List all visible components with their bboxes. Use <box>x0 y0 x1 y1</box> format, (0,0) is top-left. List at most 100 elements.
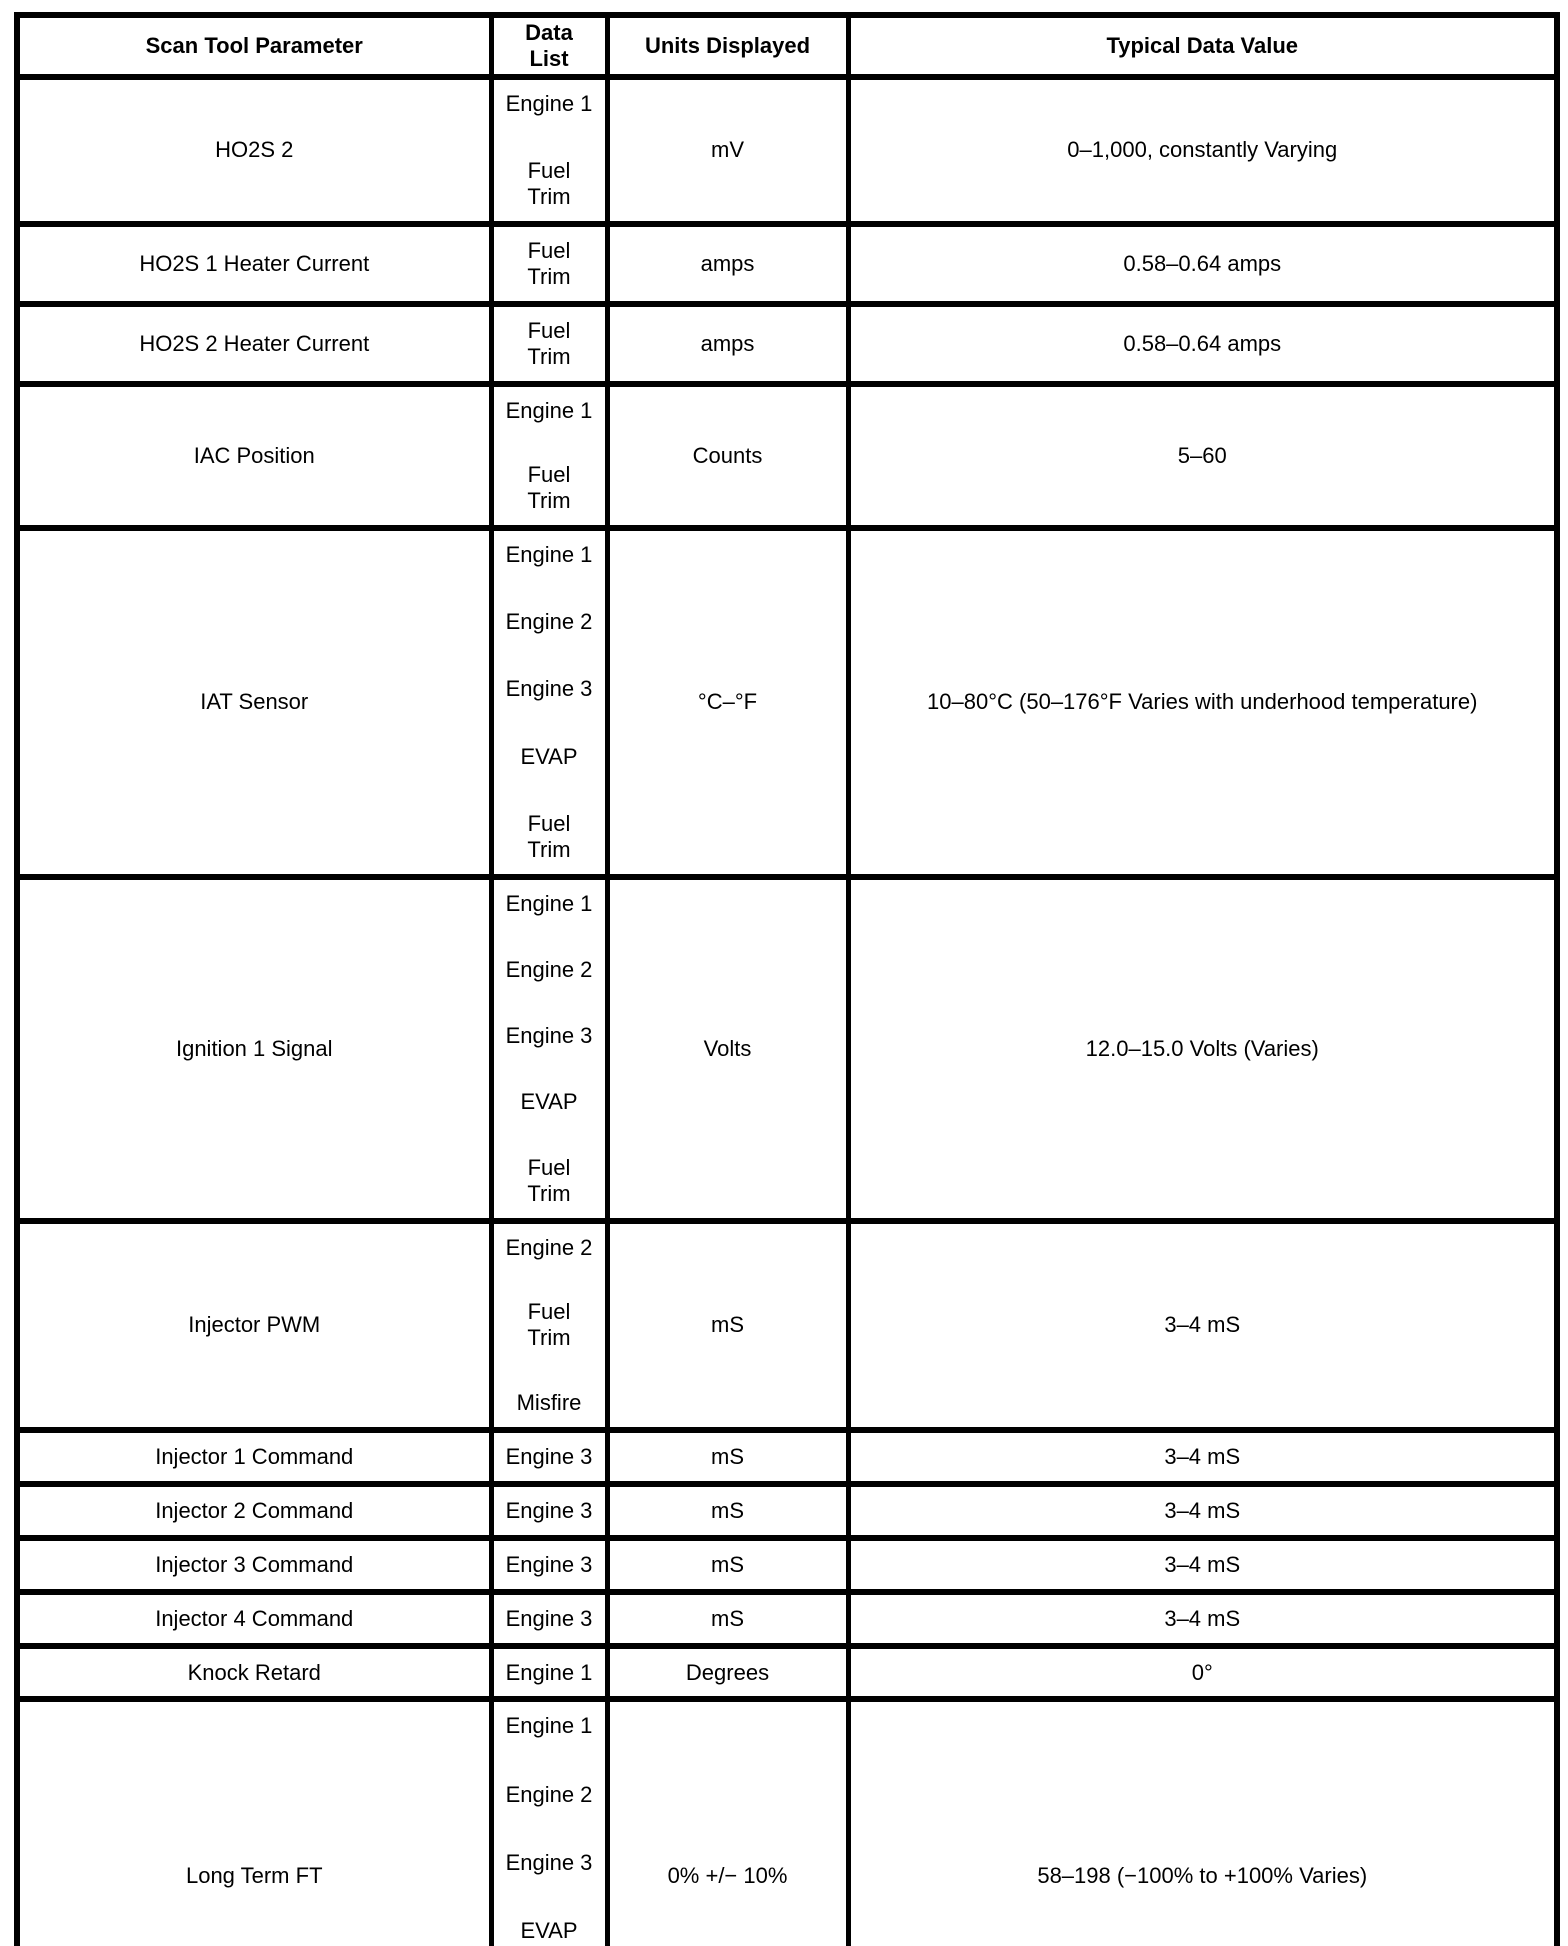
data-list-item: Fuel Trim <box>527 1154 571 1206</box>
data-list-item: Fuel Trim <box>527 1299 571 1351</box>
data-list-item: Engine 2 <box>505 956 593 982</box>
typical-value-cell: 0.58–0.64 amps <box>845 300 1560 387</box>
data-list-item: EVAP <box>520 743 578 769</box>
table-body: HO2S 2 Engine 1 Fuel Trim mV 0–1,000, consta… <box>14 73 1560 1946</box>
data-list-item: Engine 1 <box>505 90 593 116</box>
col-header-data-list: Data List <box>488 12 610 80</box>
data-list-item: Engine 1 <box>505 890 593 916</box>
data-list-item: Engine 3 <box>505 1022 593 1048</box>
col-header-units: Units Displayed <box>604 12 851 80</box>
table-row: Knock Retard Engine 1 Degrees 0° <box>14 1642 1560 1703</box>
units-cell: °C–°F <box>604 524 851 880</box>
data-list-cell: Engine 1 Fuel Trim <box>488 73 610 227</box>
units-cell: Volts <box>604 873 851 1224</box>
data-list-item: EVAP <box>520 1088 578 1114</box>
table-row: Injector 2 Command Engine 3 mS 3–4 mS <box>14 1480 1560 1541</box>
parameter-cell: IAT Sensor <box>14 524 494 880</box>
data-list-cell: Engine 3 <box>488 1480 610 1541</box>
data-list-cell: Fuel Trim <box>488 300 610 387</box>
data-list-item: Fuel Trim <box>527 461 571 513</box>
typical-value-cell: 0° <box>845 1642 1560 1703</box>
typical-value-cell: 5–60 <box>845 380 1560 531</box>
scan-tool-parameter-table: Scan Tool Parameter Data List Units Disp… <box>14 12 1560 1946</box>
units-cell: mV <box>604 73 851 227</box>
data-list-stack: Engine 3 <box>500 1436 599 1478</box>
parameter-cell: Injector PWM <box>14 1217 494 1433</box>
data-list-item: Engine 3 <box>505 1849 593 1875</box>
data-list-item: Fuel Trim <box>527 237 571 289</box>
table-row: HO2S 2 Heater Current Fuel Trim amps 0.58–0… <box>14 300 1560 387</box>
table-row: HO2S 1 Heater Current Fuel Trim amps 0.58–0… <box>14 220 1560 307</box>
data-list-stack: Fuel Trim <box>500 310 599 378</box>
table-row: Injector 3 Command Engine 3 mS 3–4 mS <box>14 1534 1560 1595</box>
data-list-item: Fuel Trim <box>527 158 571 209</box>
data-list-stack: Engine 2 Fuel Trim Misfire <box>500 1227 599 1424</box>
typical-value-cell: 0.58–0.64 amps <box>845 220 1560 307</box>
data-list-stack: Engine 1 <box>500 1652 599 1694</box>
typical-value-cell: 58–198 (−100% to +100% Varies) <box>845 1696 1560 1946</box>
data-list-cell: Engine 3 <box>488 1534 610 1595</box>
units-cell: mS <box>604 1480 851 1541</box>
parameter-cell: IAC Position <box>14 380 494 531</box>
data-list-item: Fuel Trim <box>527 317 571 369</box>
parameter-cell: HO2S 2 Heater Current <box>14 300 494 387</box>
units-cell: mS <box>604 1588 851 1649</box>
data-list-cell: Engine 1 <box>488 1642 610 1703</box>
data-list-stack: Fuel Trim <box>500 230 599 298</box>
data-list-cell: Fuel Trim <box>488 220 610 307</box>
units-cell: Degrees <box>604 1642 851 1703</box>
data-list-cell: Engine 3 <box>488 1426 610 1487</box>
parameter-cell: HO2S 1 Heater Current <box>14 220 494 307</box>
units-cell: Counts <box>604 380 851 531</box>
units-cell: mS <box>604 1534 851 1595</box>
data-list-item: EVAP <box>520 1917 578 1943</box>
table-row: IAT Sensor Engine 1 Engine 2 Engine 3 EVAP Fu… <box>14 524 1560 880</box>
typical-value-cell: 3–4 mS <box>845 1217 1560 1433</box>
data-list-stack: Engine 3 <box>500 1598 599 1640</box>
data-list-item: Engine 1 <box>505 1659 593 1685</box>
data-list-item: Engine 1 <box>505 1713 593 1739</box>
data-list-item: Engine 3 <box>505 1443 593 1469</box>
table-header-row: Scan Tool Parameter Data List Units Disp… <box>14 12 1560 80</box>
col-header-value: Typical Data Value <box>845 12 1560 80</box>
data-list-item: Fuel Trim <box>527 810 571 862</box>
table-row: Ignition 1 Signal Engine 1 Engine 2 Engine … <box>14 873 1560 1224</box>
data-list-stack: Engine 1 Engine 2 Engine 3 EVAP Fuel Trim <box>500 883 599 1215</box>
data-list-item: Engine 3 <box>505 1605 593 1631</box>
parameter-cell: Long Term FT <box>14 1696 494 1946</box>
parameter-cell: HO2S 2 <box>14 73 494 227</box>
typical-value-cell: 10–80°C (50–176°F Varies with underhood … <box>845 524 1560 880</box>
data-list-item: Engine 3 <box>505 676 593 702</box>
data-list-item: Engine 1 <box>505 397 593 423</box>
typical-value-cell: 0–1,000, constantly Varying <box>845 73 1560 227</box>
data-list-item: Engine 3 <box>505 1497 593 1523</box>
data-list-item: Misfire <box>516 1389 582 1415</box>
data-list-cell: Engine 3 <box>488 1588 610 1649</box>
units-cell: 0% +/− 10% <box>604 1696 851 1946</box>
parameter-cell: Injector 4 Command <box>14 1588 494 1649</box>
table-row: Injector 4 Command Engine 3 mS 3–4 mS <box>14 1588 1560 1649</box>
typical-value-cell: 3–4 mS <box>845 1480 1560 1541</box>
data-list-item: Engine 3 <box>505 1551 593 1577</box>
data-list-cell: Engine 1 Engine 2 Engine 3 EVAP Fuel Trim <box>488 873 610 1224</box>
units-cell: amps <box>604 220 851 307</box>
units-cell: mS <box>604 1217 851 1433</box>
typical-value-cell: 3–4 mS <box>845 1588 1560 1649</box>
data-list-item: Engine 2 <box>505 1234 593 1260</box>
data-list-stack: Engine 1 Fuel Trim <box>500 83 599 218</box>
typical-value-cell: 12.0–15.0 Volts (Varies) <box>845 873 1560 1224</box>
units-cell: amps <box>604 300 851 387</box>
parameter-cell: Injector 2 Command <box>14 1480 494 1541</box>
data-list-cell: Engine 1 Fuel Trim <box>488 380 610 531</box>
parameter-cell: Ignition 1 Signal <box>14 873 494 1224</box>
data-list-item: Engine 2 <box>505 1781 593 1807</box>
units-cell: mS <box>604 1426 851 1487</box>
parameter-cell: Injector 1 Command <box>14 1426 494 1487</box>
parameter-cell: Knock Retard <box>14 1642 494 1703</box>
data-list-item: Engine 2 <box>505 608 593 634</box>
